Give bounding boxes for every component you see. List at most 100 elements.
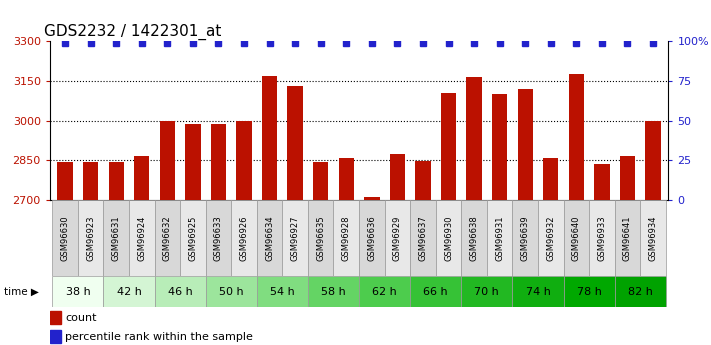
Bar — [180, 200, 205, 276]
Text: GSM96925: GSM96925 — [188, 215, 198, 261]
Text: GDS2232 / 1422301_at: GDS2232 / 1422301_at — [43, 24, 221, 40]
Bar — [287, 86, 303, 200]
Bar — [103, 276, 154, 307]
Text: GSM96634: GSM96634 — [265, 215, 274, 261]
Bar — [487, 200, 513, 276]
Bar — [186, 124, 201, 200]
Bar — [615, 200, 640, 276]
Bar — [359, 200, 385, 276]
Bar — [103, 200, 129, 276]
Text: 82 h: 82 h — [628, 287, 653, 296]
Text: 78 h: 78 h — [577, 287, 602, 296]
Bar — [262, 76, 277, 200]
Bar — [231, 200, 257, 276]
Text: GSM96641: GSM96641 — [623, 215, 632, 261]
Bar — [53, 200, 78, 276]
Text: GSM96924: GSM96924 — [137, 215, 146, 261]
Bar — [50, 311, 61, 324]
Bar — [615, 276, 665, 307]
Bar — [308, 276, 359, 307]
Text: GSM96929: GSM96929 — [393, 215, 402, 261]
Bar — [359, 276, 410, 307]
Bar — [129, 200, 154, 276]
Bar — [589, 200, 615, 276]
Text: GSM96640: GSM96640 — [572, 215, 581, 261]
Text: GSM96923: GSM96923 — [86, 215, 95, 261]
Bar — [53, 276, 103, 307]
Bar — [333, 200, 359, 276]
Text: 74 h: 74 h — [525, 287, 550, 296]
Bar — [257, 200, 282, 276]
Text: GSM96630: GSM96630 — [60, 215, 70, 261]
Bar — [134, 156, 149, 200]
Text: percentile rank within the sample: percentile rank within the sample — [65, 332, 253, 342]
Bar — [210, 124, 226, 200]
Bar — [640, 200, 665, 276]
Bar — [513, 200, 538, 276]
Bar — [492, 94, 508, 200]
Text: 66 h: 66 h — [424, 287, 448, 296]
Bar — [338, 158, 354, 200]
Text: GSM96632: GSM96632 — [163, 215, 172, 261]
Bar — [461, 200, 487, 276]
Text: 42 h: 42 h — [117, 287, 141, 296]
Text: GSM96928: GSM96928 — [342, 215, 351, 261]
Bar — [466, 77, 482, 200]
Bar — [109, 162, 124, 200]
Bar — [154, 200, 180, 276]
Text: GSM96631: GSM96631 — [112, 215, 121, 261]
Bar — [513, 276, 564, 307]
Bar — [410, 276, 461, 307]
Text: 50 h: 50 h — [219, 287, 244, 296]
Text: count: count — [65, 313, 97, 323]
Text: GSM96934: GSM96934 — [648, 215, 658, 261]
Text: GSM96637: GSM96637 — [419, 215, 427, 261]
Bar — [154, 276, 205, 307]
Bar — [205, 200, 231, 276]
Bar — [564, 276, 615, 307]
Bar — [83, 162, 98, 200]
Bar — [538, 200, 564, 276]
Text: time ▶: time ▶ — [4, 287, 38, 296]
Text: 38 h: 38 h — [65, 287, 90, 296]
Text: GSM96927: GSM96927 — [291, 215, 299, 261]
Text: GSM96932: GSM96932 — [546, 215, 555, 261]
Text: 54 h: 54 h — [270, 287, 295, 296]
Text: GSM96638: GSM96638 — [469, 215, 479, 261]
Bar — [518, 89, 533, 200]
Bar — [50, 330, 61, 343]
Bar — [646, 121, 661, 200]
Bar — [160, 121, 175, 200]
Bar — [390, 154, 405, 200]
Text: 62 h: 62 h — [373, 287, 397, 296]
Text: GSM96636: GSM96636 — [368, 215, 376, 261]
Text: GSM96930: GSM96930 — [444, 215, 453, 261]
Bar — [308, 200, 333, 276]
Bar — [385, 200, 410, 276]
Text: 70 h: 70 h — [474, 287, 499, 296]
Bar — [441, 93, 456, 200]
Text: GSM96635: GSM96635 — [316, 215, 325, 261]
Text: GSM96931: GSM96931 — [495, 215, 504, 261]
Bar — [313, 162, 328, 200]
Bar — [569, 75, 584, 200]
Text: GSM96639: GSM96639 — [520, 215, 530, 261]
Bar — [415, 161, 431, 200]
Bar — [436, 200, 461, 276]
Text: 58 h: 58 h — [321, 287, 346, 296]
Bar — [282, 200, 308, 276]
Bar — [461, 276, 513, 307]
Bar — [594, 164, 609, 200]
Text: 46 h: 46 h — [168, 287, 193, 296]
Bar — [364, 197, 380, 200]
Text: GSM96633: GSM96633 — [214, 215, 223, 261]
Text: GSM96933: GSM96933 — [597, 215, 606, 261]
Text: GSM96926: GSM96926 — [240, 215, 249, 261]
Bar — [543, 158, 558, 200]
Bar — [410, 200, 436, 276]
Bar — [236, 121, 252, 200]
Bar — [205, 276, 257, 307]
Bar — [58, 162, 73, 200]
Bar — [257, 276, 308, 307]
Bar — [564, 200, 589, 276]
